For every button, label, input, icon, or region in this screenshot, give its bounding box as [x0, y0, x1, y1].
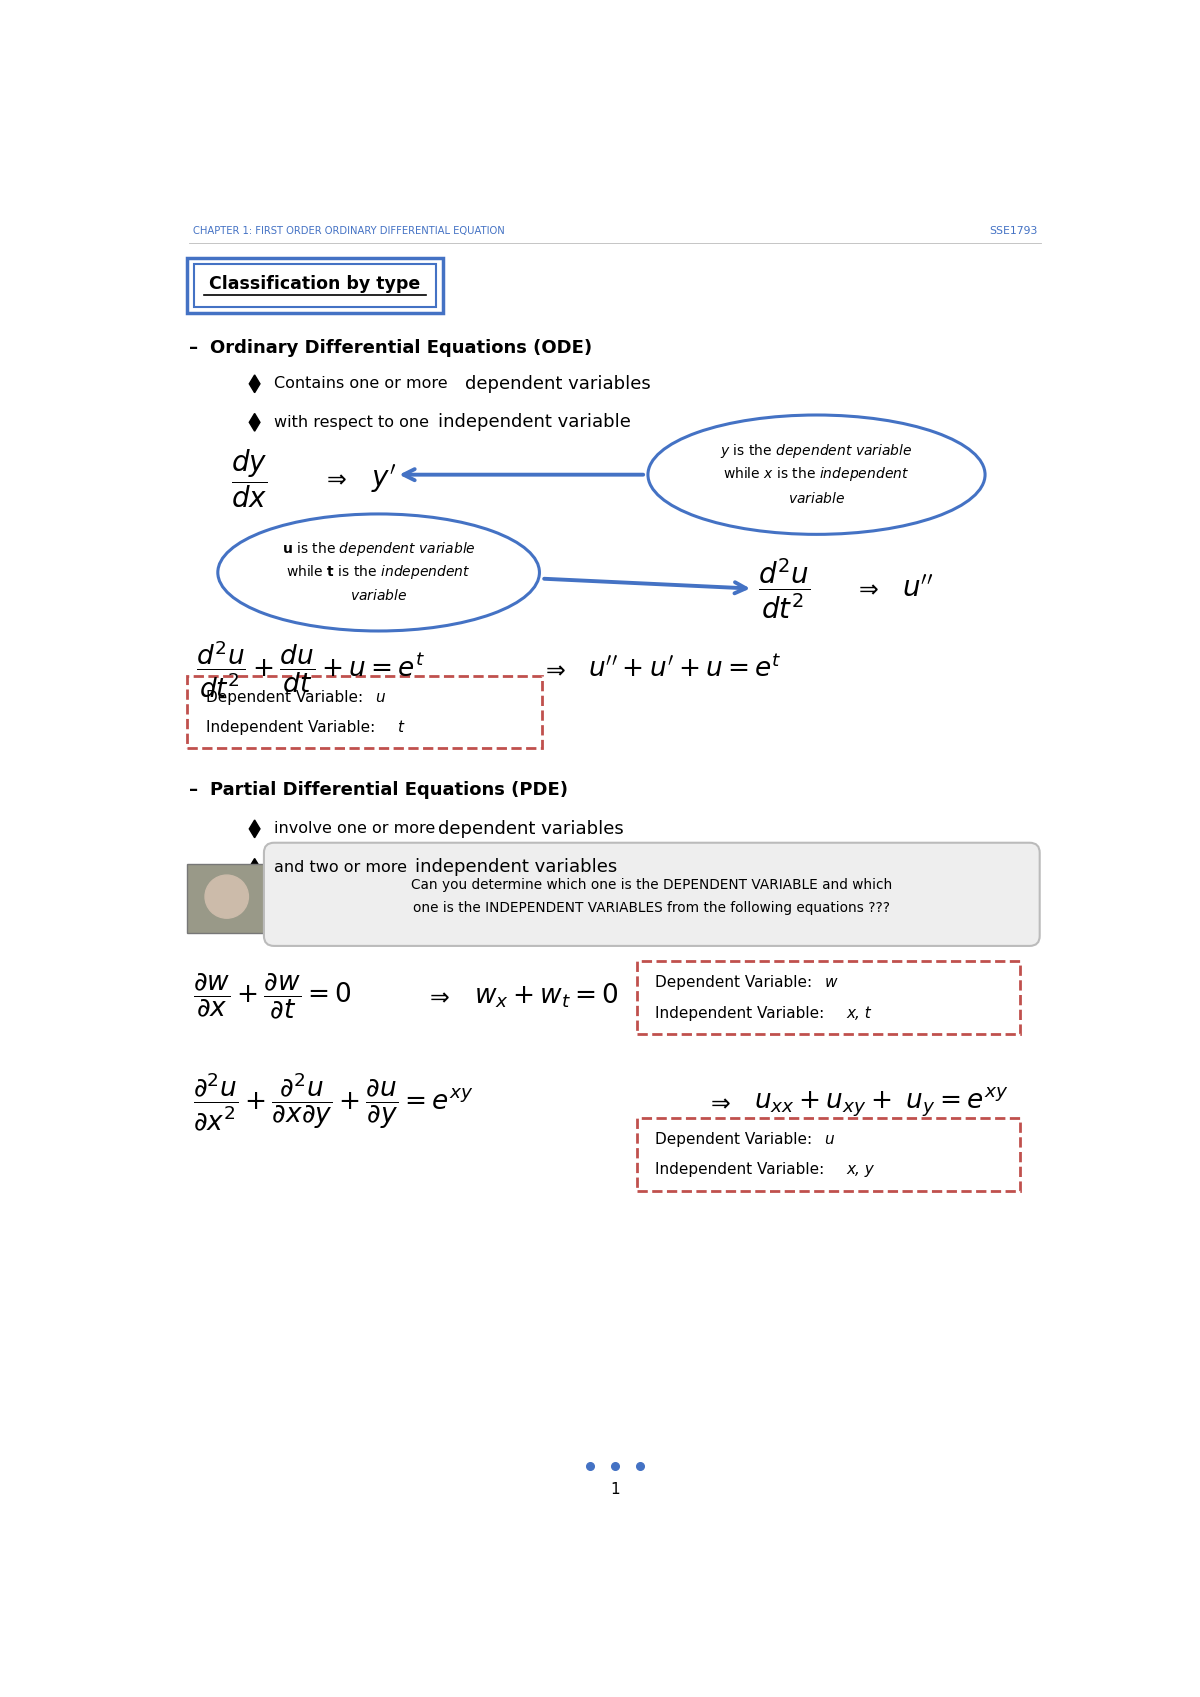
Text: involve one or more: involve one or more — [274, 821, 440, 837]
Text: $u'' + u' + u = e^t$: $u'' + u' + u = e^t$ — [588, 655, 781, 684]
Polygon shape — [250, 820, 260, 838]
Text: Dependent Variable:: Dependent Variable: — [655, 976, 817, 991]
Text: $\dfrac{dy}{dx}$: $\dfrac{dy}{dx}$ — [232, 448, 268, 509]
FancyBboxPatch shape — [187, 258, 443, 312]
Text: $w_x + w_t = 0$: $w_x + w_t = 0$ — [474, 983, 618, 1010]
Polygon shape — [250, 859, 260, 876]
Text: dependent variables: dependent variables — [438, 820, 624, 838]
Text: –: – — [188, 339, 198, 356]
Text: $u''$: $u''$ — [901, 575, 934, 602]
Text: independent variables: independent variables — [415, 859, 617, 876]
Text: Dependent Variable:: Dependent Variable: — [206, 689, 368, 704]
Text: $\mathit{y}$ is the $\mathit{dependent\ variable}$: $\mathit{y}$ is the $\mathit{dependent\ … — [720, 441, 913, 460]
Text: x, t: x, t — [847, 1006, 871, 1022]
Text: SSE1793: SSE1793 — [989, 226, 1037, 236]
Text: dependent variables: dependent variables — [466, 375, 652, 392]
Ellipse shape — [218, 514, 540, 631]
Text: $\dfrac{\partial^2 u}{\partial x^2} + \dfrac{\partial^2 u}{\partial x\partial y}: $\dfrac{\partial^2 u}{\partial x^2} + \d… — [193, 1071, 473, 1134]
Text: $\dfrac{d^2u}{dt^2} + \dfrac{du}{dt} + u = e^t$: $\dfrac{d^2u}{dt^2} + \dfrac{du}{dt} + u… — [197, 638, 426, 701]
Text: Can you determine which one is the DEPENDENT VARIABLE and which: Can you determine which one is the DEPEN… — [412, 877, 893, 893]
Polygon shape — [250, 375, 260, 392]
Text: Dependent Variable:: Dependent Variable: — [655, 1132, 817, 1147]
Text: CHAPTER 1: FIRST ORDER ORDINARY DIFFERENTIAL EQUATION: CHAPTER 1: FIRST ORDER ORDINARY DIFFEREN… — [193, 226, 504, 236]
Text: u: u — [374, 689, 384, 704]
Text: x, y: x, y — [847, 1162, 875, 1178]
Text: with respect to one: with respect to one — [274, 414, 434, 429]
Text: w: w — [824, 976, 836, 991]
Text: $u_{xx} + u_{xy} +\ u_y = e^{xy}$: $u_{xx} + u_{xy} +\ u_y = e^{xy}$ — [755, 1086, 1009, 1118]
Text: t: t — [397, 720, 403, 735]
Text: 1: 1 — [610, 1481, 620, 1497]
Text: $\Rightarrow$: $\Rightarrow$ — [541, 657, 566, 682]
Text: Independent Variable:: Independent Variable: — [206, 720, 380, 735]
Text: –: – — [188, 781, 198, 799]
Text: $\Rightarrow$: $\Rightarrow$ — [707, 1089, 732, 1115]
Text: independent variable: independent variable — [438, 414, 631, 431]
Text: $\mathit{variable}$: $\mathit{variable}$ — [350, 589, 407, 602]
FancyBboxPatch shape — [194, 263, 436, 307]
Text: while $\mathit{x}$ is the $\mathit{independent}$: while $\mathit{x}$ is the $\mathit{indep… — [724, 465, 910, 484]
Text: Partial Differential Equations (PDE): Partial Differential Equations (PDE) — [210, 781, 569, 799]
Text: Independent Variable:: Independent Variable: — [655, 1162, 829, 1178]
Text: and two or more: and two or more — [274, 860, 412, 876]
Text: $\dfrac{\partial w}{\partial x} + \dfrac{\partial w}{\partial t} = 0$: $\dfrac{\partial w}{\partial x} + \dfrac… — [193, 971, 352, 1020]
Text: Contains one or more: Contains one or more — [274, 377, 452, 392]
FancyBboxPatch shape — [187, 864, 266, 933]
Text: Classification by type: Classification by type — [210, 275, 421, 292]
Polygon shape — [250, 414, 260, 431]
Ellipse shape — [648, 416, 985, 535]
Text: one is the INDEPENDENT VARIABLES from the following equations ???: one is the INDEPENDENT VARIABLES from th… — [413, 901, 890, 915]
FancyBboxPatch shape — [264, 843, 1039, 945]
Text: Independent Variable:: Independent Variable: — [655, 1006, 829, 1022]
Text: $\dfrac{d^2u}{dt^2}$: $\dfrac{d^2u}{dt^2}$ — [758, 557, 811, 621]
Text: Ordinary Differential Equations (ODE): Ordinary Differential Equations (ODE) — [210, 339, 593, 356]
Text: $\Rightarrow$: $\Rightarrow$ — [322, 467, 347, 490]
Circle shape — [205, 876, 248, 918]
Text: $\mathbf{u}$ is the $\mathit{dependent\ variable}$: $\mathbf{u}$ is the $\mathit{dependent\ … — [282, 540, 475, 558]
Text: $\Rightarrow$: $\Rightarrow$ — [853, 577, 878, 601]
Text: $\mathit{variable}$: $\mathit{variable}$ — [788, 490, 845, 506]
Text: $\Rightarrow$: $\Rightarrow$ — [425, 984, 450, 1008]
Text: while $\mathbf{t}$ is the $\mathit{independent}$: while $\mathbf{t}$ is the $\mathit{indep… — [287, 563, 470, 582]
Text: u: u — [824, 1132, 834, 1147]
Text: $y'$: $y'$ — [371, 462, 396, 496]
